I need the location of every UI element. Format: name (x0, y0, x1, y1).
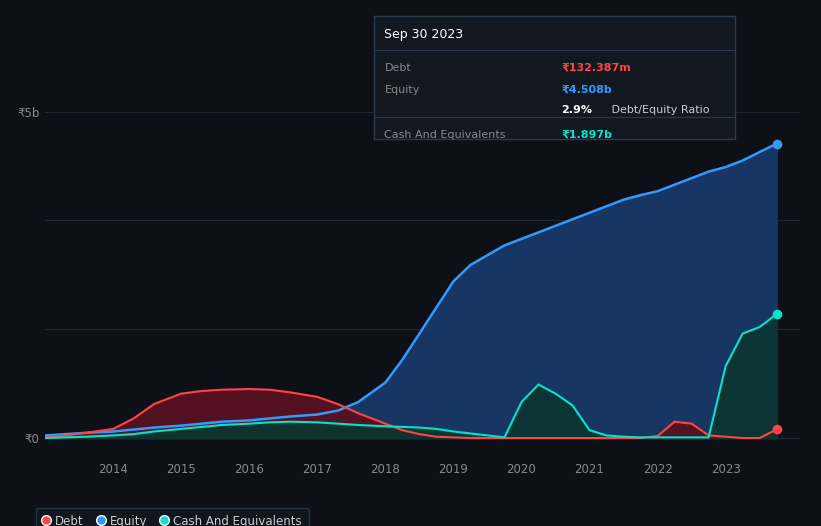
Text: Debt/Equity Ratio: Debt/Equity Ratio (608, 105, 710, 115)
Text: ₹4.508b: ₹4.508b (562, 85, 612, 95)
Text: Equity: Equity (384, 85, 420, 95)
Text: 2.9%: 2.9% (562, 105, 593, 115)
Text: Cash And Equivalents: Cash And Equivalents (384, 129, 506, 139)
Text: ₹132.387m: ₹132.387m (562, 63, 631, 73)
Text: Debt: Debt (384, 63, 411, 73)
Point (770, 425, 783, 433)
Text: ₹1.897b: ₹1.897b (562, 129, 612, 139)
Point (770, 310, 783, 318)
Legend: Debt, Equity, Cash And Equivalents: Debt, Equity, Cash And Equivalents (36, 508, 309, 526)
Point (770, 139, 783, 148)
Text: Sep 30 2023: Sep 30 2023 (384, 28, 464, 41)
